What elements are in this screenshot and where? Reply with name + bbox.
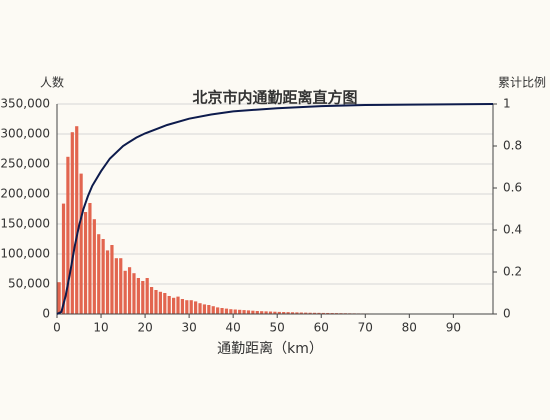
bar <box>238 309 242 314</box>
bar <box>282 312 286 314</box>
y-tick-label: 200,000 <box>0 187 50 201</box>
bar <box>255 311 259 314</box>
y-tick-label: 50,000 <box>8 277 50 291</box>
bar <box>70 132 74 314</box>
y2-tick-label: 0.2 <box>503 265 522 279</box>
bar <box>79 173 83 314</box>
y2-tick-label: 0.4 <box>503 223 522 237</box>
bar <box>312 312 317 314</box>
x-tick-label: 80 <box>402 321 417 335</box>
bar <box>264 311 268 314</box>
bar <box>211 306 215 314</box>
x-tick-label: 30 <box>181 321 196 335</box>
bar <box>101 239 105 314</box>
bar <box>242 310 246 314</box>
bar <box>141 281 145 314</box>
bar <box>92 219 96 314</box>
x-tick-label: 50 <box>270 321 285 335</box>
x-tick-label: 10 <box>93 321 108 335</box>
bar <box>277 311 281 314</box>
bar <box>158 291 162 314</box>
bar <box>321 312 325 314</box>
y-axis-label: 人数 <box>40 75 64 90</box>
bar <box>57 282 61 314</box>
bar <box>136 278 140 314</box>
bar <box>229 309 233 314</box>
bar <box>260 311 264 314</box>
y2-tick-label: 0.8 <box>503 139 522 153</box>
bar <box>224 308 229 314</box>
bar <box>88 203 92 314</box>
bar <box>216 307 220 314</box>
bar <box>246 310 251 314</box>
cumulative-line <box>56 103 494 315</box>
bar <box>295 312 299 314</box>
y-tick-label: 150,000 <box>0 217 50 231</box>
bar <box>198 303 202 314</box>
bar <box>149 287 154 314</box>
bar <box>202 304 207 314</box>
y2-axis-label: 累计比例 <box>498 76 546 90</box>
bar <box>273 311 277 314</box>
bar <box>105 250 110 314</box>
bar <box>167 296 171 314</box>
bar <box>308 312 312 314</box>
bar <box>75 126 79 314</box>
bar <box>172 297 176 314</box>
x-tick-label: 90 <box>446 321 461 335</box>
bar <box>123 270 127 314</box>
bar <box>290 312 295 314</box>
chart-title: 北京市内通勤距离直方图 <box>192 89 357 107</box>
y-tick-label: 300,000 <box>0 127 50 141</box>
x-tick-label: 70 <box>358 321 373 335</box>
bar <box>83 212 88 314</box>
x-tick-label: 0 <box>53 321 61 335</box>
bar <box>66 156 70 314</box>
bar <box>194 301 198 314</box>
y-tick-label: 0 <box>42 307 50 321</box>
bar <box>299 312 303 314</box>
bar <box>207 305 211 314</box>
bar <box>154 290 158 314</box>
x-tick-label: 20 <box>137 321 152 335</box>
bar <box>163 293 167 314</box>
bar <box>233 309 237 314</box>
bar <box>97 234 101 314</box>
bar <box>317 312 321 314</box>
bar <box>145 278 149 314</box>
bar <box>114 258 118 314</box>
y2-tick-label: 0 <box>503 307 511 321</box>
x-tick-label: 40 <box>226 321 241 335</box>
bar <box>185 300 189 314</box>
bar <box>127 267 132 314</box>
x-axis-label: 通勤距离（km） <box>217 340 323 357</box>
y2-tick-label: 0.6 <box>503 181 522 195</box>
bar <box>132 273 136 314</box>
bar <box>180 299 185 314</box>
bar <box>110 245 114 314</box>
bar <box>286 312 290 314</box>
bar <box>304 312 308 314</box>
bar <box>220 308 224 314</box>
y-tick-label: 100,000 <box>0 247 50 261</box>
bar <box>268 311 273 314</box>
bar <box>251 310 255 314</box>
bar <box>326 312 330 314</box>
bar <box>189 300 193 314</box>
x-tick-label: 60 <box>314 321 329 335</box>
bar <box>119 258 123 314</box>
bar <box>61 203 66 314</box>
bar <box>176 296 180 314</box>
y-tick-label: 250,000 <box>0 157 50 171</box>
y-tick-label: 350,000 <box>0 97 50 111</box>
y2-tick-label: 1 <box>503 97 511 111</box>
